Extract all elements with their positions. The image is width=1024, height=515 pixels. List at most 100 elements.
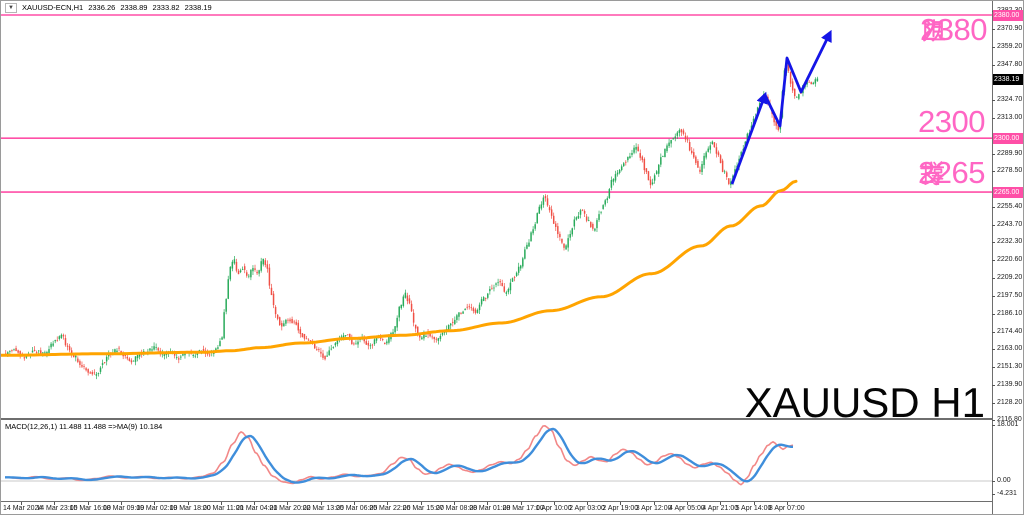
axis-tick <box>87 502 89 505</box>
axis-tick <box>992 331 995 333</box>
axis-tick <box>992 206 995 208</box>
level-badge-2265: 2265.00 <box>993 186 1023 198</box>
axis-tick <box>687 502 688 505</box>
trend-arrow-2[interactable] <box>763 29 832 128</box>
time-axis-label: 22 Mar 13:00 <box>302 505 344 512</box>
axis-tick <box>254 502 256 505</box>
macd-scale-label: 0.00 <box>997 477 1011 484</box>
time-axis-label: 19 Mar 18:00 <box>169 505 211 512</box>
time-axis-label: 5 Apr 14:00 <box>735 505 772 512</box>
axis-tick <box>753 502 755 505</box>
axis-tick <box>992 494 995 496</box>
price-axis-label: 2313.00 <box>997 114 1023 122</box>
time-axis-label: 19 Mar 02:00 <box>136 505 178 512</box>
price-axis-label: 2174.40 <box>997 327 1023 335</box>
panel-separator-top[interactable] <box>1 418 992 420</box>
time-axis[interactable]: 14 Mar 2024 14 Mar 23:00 15 Mar 16:00 18 Ma… <box>1 502 992 514</box>
price-axis-label: 2243.70 <box>997 220 1023 228</box>
level-badge-2300: 2300.00 <box>993 132 1023 144</box>
price-axis-label: 2128.20 <box>997 398 1023 406</box>
info-bar: ▼ XAUUSD-ECN,H1 2336.26 2338.89 2333.82 … <box>5 2 212 13</box>
axis-tick <box>453 502 455 505</box>
price-axis-label: 2255.40 <box>997 202 1023 210</box>
axis-tick <box>992 260 995 262</box>
axis-tick <box>992 153 995 155</box>
time-axis-label: 2 Apr 03:00 <box>569 505 605 512</box>
price-axis-label: 2197.50 <box>997 292 1023 300</box>
axis-tick <box>786 502 788 505</box>
axis-tick <box>187 502 189 505</box>
axis-tick <box>992 402 995 404</box>
pivot-annotation[interactable]: 2300 <box>918 104 985 139</box>
time-axis-label: 2 Apr 19:00 <box>602 505 639 512</box>
current-price-badge: 2338.19 <box>993 73 1023 85</box>
price-axis-label: 2139.90 <box>997 380 1023 388</box>
main-chart-canvas[interactable] <box>1 1 992 419</box>
axis-tick <box>720 502 722 505</box>
time-axis-label: 28 Mar 01:00 <box>469 505 511 512</box>
axis-tick <box>992 349 995 351</box>
axis-tick <box>992 171 995 173</box>
axis-tick <box>620 502 622 505</box>
macd-signal-line[interactable] <box>5 427 793 484</box>
axis-tick <box>992 64 995 66</box>
price-axis-label: 2278.50 <box>997 167 1023 175</box>
trend-arrow-1[interactable] <box>730 91 768 185</box>
axis-tick <box>354 502 355 505</box>
time-axis-label: 25 Mar 22:00 <box>369 505 411 512</box>
macd-panel-canvas[interactable] <box>1 420 992 501</box>
axis-tick <box>992 420 995 422</box>
time-axis-label: 26 Mar 15:00 <box>402 505 444 512</box>
macd-scale-label: -4.231 <box>997 490 1017 498</box>
axis-tick <box>992 100 995 102</box>
axis-tick <box>387 502 389 505</box>
symbol-dropdown-icon[interactable]: ▼ <box>5 2 17 13</box>
axis-tick <box>992 224 995 226</box>
pivot-price-label: 2300 <box>918 104 985 139</box>
glyph-cheng <box>920 160 945 185</box>
ohlc-open: 2336.26 <box>88 3 116 12</box>
price-axis-label: 2163.00 <box>997 345 1023 353</box>
ma-line[interactable] <box>1 179 798 357</box>
axis-tick <box>992 384 995 386</box>
axis-tick <box>420 502 422 505</box>
candlestick-series <box>5 56 819 380</box>
price-axis-label: 2324.70 <box>997 96 1023 104</box>
price-axis-label: 2151.30 <box>997 363 1023 371</box>
time-axis-label: 18 Mar 09:00 <box>102 505 145 512</box>
time-axis-label: 14 Mar 2024 <box>3 505 43 512</box>
price-axis-label: 2370.90 <box>997 25 1023 32</box>
axis-tick <box>992 118 995 120</box>
macd-scale-label: 18.001 <box>997 421 1019 429</box>
axis-tick <box>992 278 995 280</box>
axis-tick <box>992 367 995 369</box>
resistance-annotation[interactable]: 2380 <box>920 14 987 45</box>
ohlc-high: 2338.89 <box>120 3 148 12</box>
axis-tick <box>653 502 655 505</box>
time-axis-label: 27 Mar 08:00 <box>435 505 478 512</box>
glyph-li <box>923 18 941 41</box>
glyph-zu <box>924 19 946 41</box>
time-axis-label: 4 Apr 21:00 <box>702 505 739 512</box>
time-axis-label: 15 Mar 16:00 <box>69 505 111 512</box>
axis-tick <box>992 242 995 244</box>
ohlc-close: 2338.19 <box>184 3 212 12</box>
panel-separator-bottom <box>1 501 992 502</box>
axis-tick <box>992 425 995 427</box>
price-axis[interactable]: 2382.302370.902359.202347.802324.702313.… <box>992 1 1023 501</box>
axis-tick <box>287 502 289 505</box>
price-axis-label: 2186.10 <box>997 309 1023 317</box>
axis-tick <box>320 502 322 505</box>
axis-tick <box>120 502 122 505</box>
axis-tick <box>992 313 995 315</box>
axis-tick <box>21 502 22 505</box>
time-axis-label: 8 Apr 07:00 <box>768 505 805 512</box>
time-axis-label: 21 Mar 04:00 <box>236 505 278 512</box>
macd-info-label: MACD(12,26,1) 11.488 11.488 =>MA(9) 10.1… <box>5 422 163 431</box>
support-annotation[interactable]: 2265 <box>918 157 985 188</box>
axis-tick <box>487 502 489 505</box>
symbol-period-label: XAUUSD-ECN,H1 <box>21 3 84 12</box>
time-axis-label: 28 Mar 17:00 <box>502 505 544 512</box>
price-axis-label: 2289.90 <box>997 149 1023 157</box>
